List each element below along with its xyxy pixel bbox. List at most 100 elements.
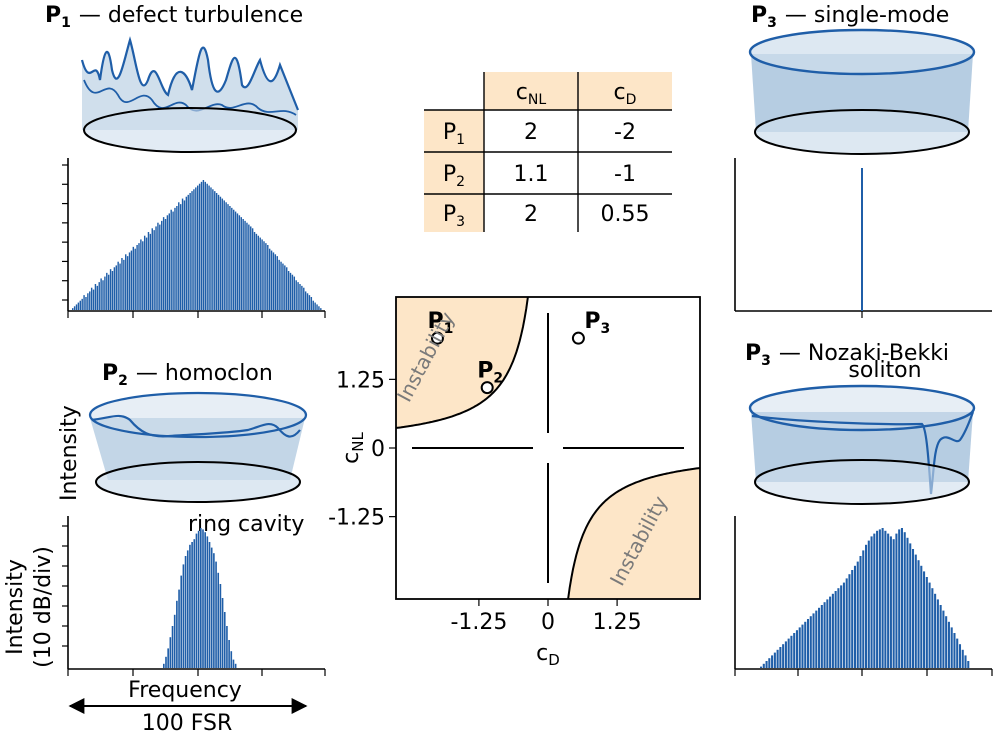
p1-spectrum-bar [214,191,216,310]
p1-spectrum-bar [102,280,104,310]
p1-spectrum-bar [250,226,252,310]
p1-spectrum-bar [151,228,153,310]
p1-spectrum-bar [92,289,95,310]
p3b-spectrum-bar [870,536,873,668]
p1-spectrum-bar [89,291,91,310]
p3b-spectrum-bar [911,549,915,668]
p3b-spectrum-bar [923,571,926,668]
p3b-spectrum-bar [964,655,967,668]
p1-spectrum-bar [198,183,201,310]
p3b-spectrum-bar [917,560,920,668]
p3b-spectrum-bar [776,649,779,668]
p2-spectrum-bar [197,530,200,668]
p2-spectrum-bar [230,651,233,668]
p1-spectrum-bar [268,248,271,310]
p2-spectrum-bar [169,637,172,668]
instability-boundary-upper [396,297,529,429]
p3b-spectrum-bar [790,635,793,668]
p3b-spectrum-bar [895,533,898,668]
spectrum-ylabel-line1: Intensity [3,559,28,655]
p1-spectrum-bar [125,254,127,310]
p3b-spectrum-bar [806,619,810,668]
p3b-spectrum-bar [787,638,790,668]
p1-spectrum-bar [244,220,246,310]
p1-spectrum-bar [179,204,182,310]
phase-point-label: P1 [427,309,453,337]
p1-spectrum-bar [128,252,131,310]
p3b-spectrum-bar [782,644,785,668]
p1-spectrum-bar [219,196,222,310]
p1-spectrum-bar [153,230,155,310]
p3b-spectrum-bar [793,633,796,668]
p2-spectrum-bar [204,532,206,668]
p1-spectrum-bar [143,235,146,310]
p2-spectrum-bar [163,663,165,668]
p2-spectrum-bar [182,564,185,668]
p1-spectrum-bar [295,280,297,310]
p1-spectrum-bar [259,237,261,310]
p3b-spectrum-bar [958,644,962,668]
p1-spectrum-bar [174,207,176,310]
p1-spectrum-bar [166,215,169,310]
p1-spectrum-bar [183,200,186,310]
p1-spectrum-bar [215,193,218,310]
p1-spectrum-bar [123,259,125,310]
instability-region-upper-left [396,297,528,428]
p1-spectrum-bar [121,258,123,310]
p1-spectrum-bar [85,297,87,310]
p3b-spectrum-bar [831,593,834,668]
p2-spectrum-bar [215,561,217,668]
p1-spectrum-bar [306,293,309,310]
p2-spectrum-bar [226,626,228,668]
p2-spectrum-bar [202,529,204,668]
table-header-cd: cD [614,80,637,108]
p2-spectrum-bar [208,542,211,668]
p1-spectrum-bar [181,198,184,310]
p1-spectrum-bar [232,209,235,310]
p3b-spectrum-bar [845,578,848,668]
phase-xlabel: cD [536,641,560,669]
p3b-spectrum-bar [834,591,837,668]
p2-spectrum-bar [228,640,230,668]
p3b-spectrum-bar [950,627,953,668]
p3b-spectrum-bar [878,529,881,668]
phase-xtick-label: 0 [541,610,555,635]
p1-spectrum-bar [72,308,74,310]
p2-spectrum-bar [184,556,187,668]
p1-spectrum-bar [238,215,241,310]
p1-spectrum-bar [106,272,108,310]
p3b-spectrum-bar [809,616,812,668]
table-cell: 2 [524,120,538,145]
p3b-spectrum-bar [842,582,845,668]
p1-spectrum-bar [200,181,203,310]
p1-spectrum-bar [316,304,318,310]
p1-spectrum-bar [136,245,138,310]
p1-spectrum-bar [299,284,301,310]
p3b-spectrum-bar [798,627,801,668]
p3b-spectrum-bar [889,536,892,668]
p3b-title-line2: soliton [848,358,921,383]
p1-spectrum-bar [119,263,121,310]
p1-spectrum-bar [293,276,296,310]
p3b-spectrum-bar [914,554,917,668]
p1-spectrum-bar [282,263,284,310]
p2-spectrum-bar [178,589,180,668]
p1-spectrum-bar [157,222,159,310]
p1-spectrum-bar [138,243,140,310]
p1-spectrum-bar [162,217,165,310]
p1-spectrum-bar [286,267,288,310]
p1-spectrum-bar [168,213,171,310]
p1-spectrum-bar [204,181,206,310]
p3b-spectrum-bar [840,585,843,668]
p2-spectrum-bar [189,544,191,668]
p3b-spectrum-bar [961,649,964,668]
p3b-spectrum-bar [903,532,906,668]
p2-spectrum-bar [232,659,235,668]
p1-spectrum-bar [248,224,250,310]
table-cell: 1.1 [514,162,549,187]
phase-ytick-label: -1.25 [328,506,385,531]
p1-spectrum-bar [81,298,83,310]
p3b-ring-illustration [748,384,976,505]
p1-spectrum-bar [301,285,303,310]
p3b-spectrum-bar [967,661,970,668]
